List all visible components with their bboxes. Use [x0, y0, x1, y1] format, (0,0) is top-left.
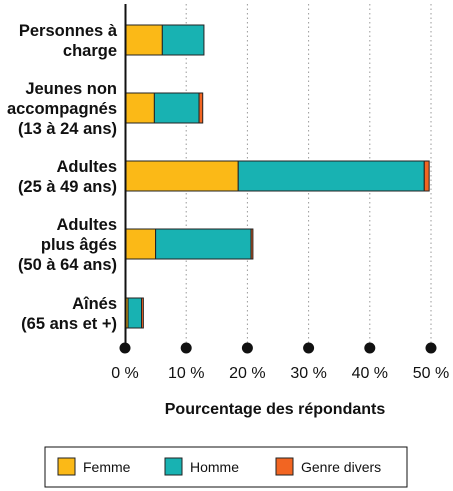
tick-label: 40 % [352, 365, 388, 382]
tick-label: 20 % [229, 365, 265, 382]
tick-label: 10 % [168, 365, 204, 382]
bar-segment-genre-divers [250, 228, 254, 260]
legend-label: Femme [83, 459, 131, 475]
category-labels: Personnes à charge Jeunes non accompagnés (1… [7, 22, 118, 333]
bar-segment-homme [155, 228, 252, 260]
bar-segment-femme [124, 228, 157, 260]
x-axis-ticks: 0 % 10 % 20 % 30 % 40 % 50 % [111, 342, 449, 382]
legend: Femme Homme Genre divers [44, 446, 408, 488]
category-label: Adultes plus âgés (50 à 64 ans) [18, 216, 117, 274]
category-label: Aînés (65 ans et +) [21, 295, 117, 333]
tick-label: 0 % [111, 365, 139, 382]
category-label: Personnes à charge [19, 22, 118, 60]
tick-label: 30 % [290, 365, 326, 382]
bar-segment-femme [124, 24, 163, 56]
tick-mark [180, 342, 192, 354]
tick-mark [303, 342, 315, 354]
bar-segment-femme [124, 92, 155, 124]
tick-mark [241, 342, 253, 354]
tick-label: 50 % [413, 365, 449, 382]
category-label: Jeunes non accompagnés (13 à 24 ans) [7, 80, 117, 138]
legend-swatch [164, 457, 183, 476]
tick-mark [425, 342, 437, 354]
legend-label: Homme [190, 459, 239, 475]
tick-mark [119, 342, 131, 354]
bar-segment-homme [161, 24, 205, 56]
legend-swatch [275, 457, 294, 476]
legend-box [44, 446, 408, 488]
x-axis-title: Pourcentage des répondants [165, 401, 386, 418]
bars [124, 24, 430, 329]
legend-label: Genre divers [301, 459, 381, 475]
bar-segment-femme [124, 160, 239, 192]
bar-segment-genre-divers [423, 160, 430, 192]
bar-segment-homme [127, 297, 143, 329]
legend-swatch [57, 457, 76, 476]
bar-segment-genre-divers [198, 92, 204, 124]
bar-segment-homme [237, 160, 425, 192]
bar-segment-genre-divers [141, 297, 144, 329]
bar-segment-homme [153, 92, 200, 124]
category-label: Adultes (25 à 49 ans) [18, 158, 117, 196]
tick-mark [364, 342, 376, 354]
